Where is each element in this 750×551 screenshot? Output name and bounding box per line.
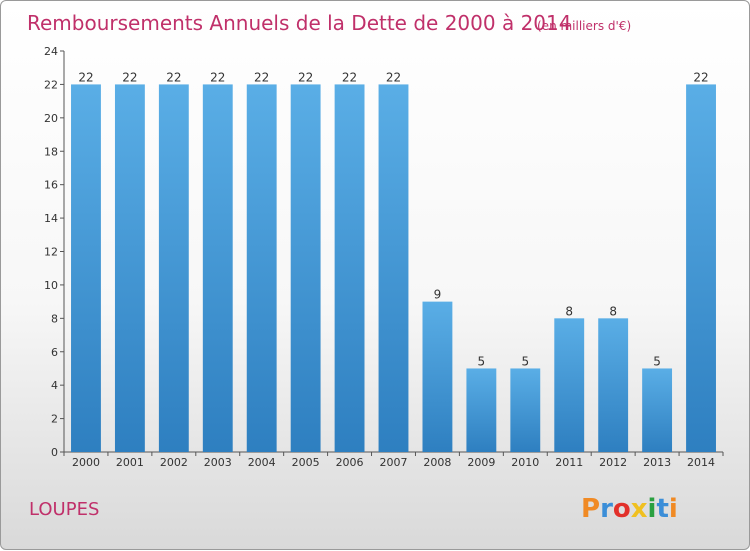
logo-letter: i [648, 494, 657, 524]
y-tick-label: 16 [44, 179, 58, 192]
y-tick-label: 2 [51, 413, 58, 426]
bar [422, 301, 453, 452]
bar-value-label: 8 [565, 304, 573, 318]
bar [554, 318, 585, 452]
logo-letter: i [669, 494, 678, 524]
bar [598, 318, 629, 452]
bar-value-label: 22 [210, 70, 225, 84]
bar-value-label: 22 [122, 70, 137, 84]
chart-subtitle: (en milliers d'€) [537, 19, 631, 33]
logo-letter: r [600, 494, 613, 524]
x-tick-label: 2012 [599, 456, 627, 469]
bar [202, 84, 233, 453]
bar-value-label: 22 [78, 70, 93, 84]
proxiti-logo: Proxiti [581, 494, 678, 524]
x-tick-label: 2009 [467, 456, 495, 469]
y-tick-label: 22 [44, 78, 58, 91]
bar [334, 84, 365, 453]
bar-value-label: 8 [609, 304, 617, 318]
bar-value-label: 22 [166, 70, 181, 84]
place-name: LOUPES [29, 499, 99, 520]
bar [642, 368, 673, 452]
bar-value-label: 22 [254, 70, 269, 84]
y-tick-label: 4 [51, 379, 58, 392]
x-tick-label: 2004 [248, 456, 276, 469]
bar-value-label: 5 [478, 354, 486, 368]
logo-letter: P [581, 494, 600, 524]
chart-title: Remboursements Annuels de la Dette de 20… [27, 11, 571, 35]
x-tick-label: 2010 [511, 456, 539, 469]
y-tick-label: 8 [51, 312, 58, 325]
bar [114, 84, 145, 453]
x-tick-label: 2002 [160, 456, 188, 469]
x-tick-label: 2005 [292, 456, 320, 469]
y-tick-label: 10 [44, 279, 58, 292]
bar-value-label: 22 [342, 70, 357, 84]
y-tick-label: 14 [44, 212, 58, 225]
y-tick-label: 0 [51, 446, 58, 459]
y-tick-label: 20 [44, 112, 58, 125]
x-tick-label: 2011 [555, 456, 583, 469]
x-tick-label: 2013 [643, 456, 671, 469]
bar [290, 84, 321, 453]
data-labels: 22 22 22 22 22 22 22 22 9 5 5 8 8 5 22 [78, 70, 708, 368]
y-tick-label: 12 [44, 246, 58, 259]
x-tick-label: 2006 [336, 456, 364, 469]
bar [158, 84, 189, 453]
x-tick-label: 2007 [380, 456, 408, 469]
y-tick-label: 24 [44, 45, 58, 58]
bar-value-label: 5 [521, 354, 529, 368]
x-tick-label: 2014 [687, 456, 715, 469]
y-tick-label: 6 [51, 346, 58, 359]
x-tick-label: 2003 [204, 456, 232, 469]
bar [510, 368, 541, 452]
x-tick-label: 2008 [423, 456, 451, 469]
bar-value-label: 22 [298, 70, 313, 84]
bar-value-label: 9 [434, 288, 442, 302]
bar [686, 84, 716, 453]
bar [378, 84, 409, 453]
bar-value-label: 22 [693, 70, 708, 84]
x-tick-label: 2000 [72, 456, 100, 469]
logo-letter: t [656, 494, 668, 524]
bar [246, 84, 277, 453]
logo-letter: o [613, 494, 631, 524]
bar-value-label: 5 [653, 354, 661, 368]
bars [71, 84, 716, 453]
bar [71, 84, 101, 453]
logo-letter: x [631, 494, 648, 524]
bar-value-label: 22 [386, 70, 401, 84]
x-tick-label: 2001 [116, 456, 144, 469]
bar [466, 368, 497, 452]
y-tick-label: 18 [44, 145, 58, 158]
